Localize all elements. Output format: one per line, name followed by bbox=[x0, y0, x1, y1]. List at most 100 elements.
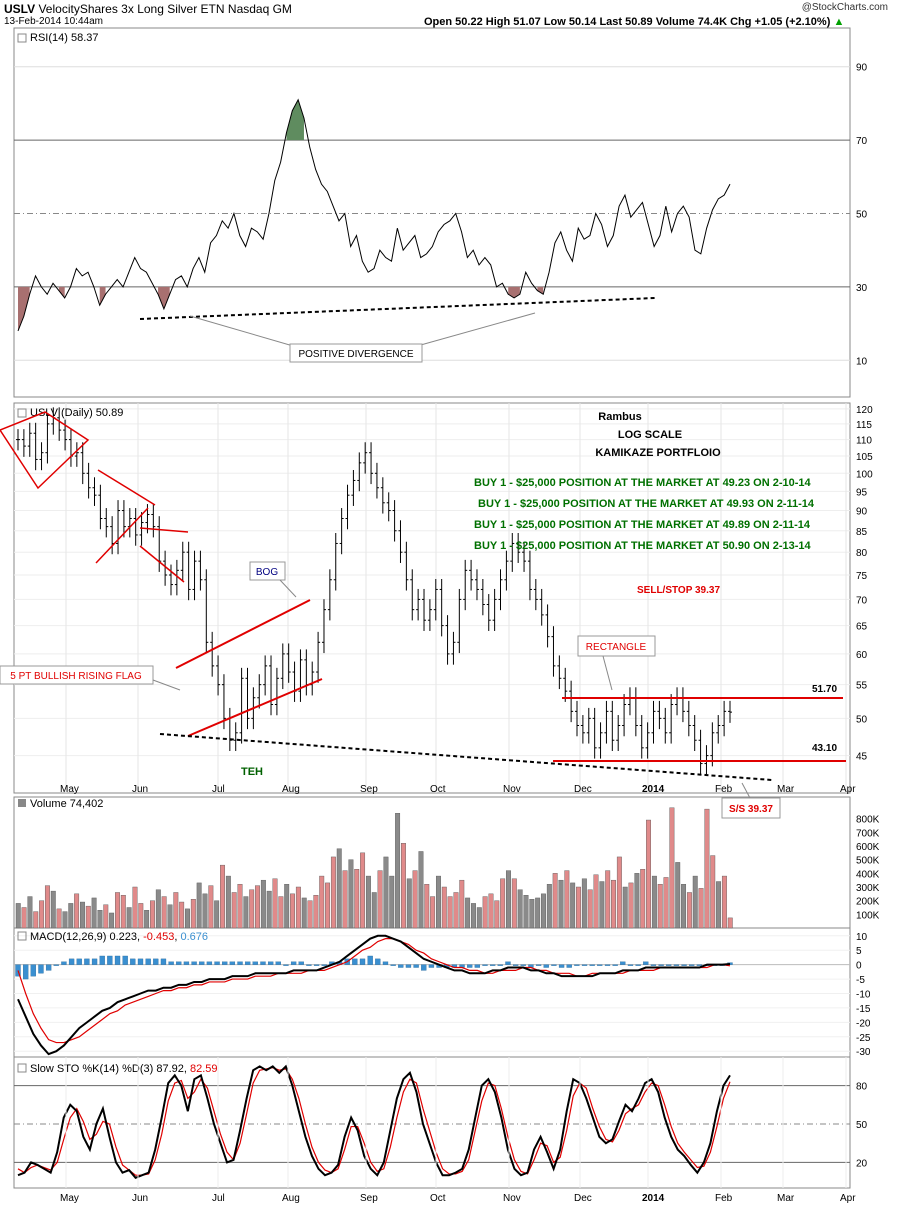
macd-histogram-bar bbox=[467, 964, 473, 968]
macd-histogram-bar bbox=[30, 964, 36, 977]
price-level-label: 43.10 bbox=[812, 743, 837, 754]
volume-bar bbox=[85, 905, 91, 929]
volume-bar bbox=[471, 903, 476, 929]
header-credit: @StockCharts.com bbox=[801, 2, 888, 13]
annotation-buy-line: BUY 1 - $25,000 POSITION AT THE MARKET A… bbox=[474, 477, 811, 489]
panel-frame-macd bbox=[13, 927, 851, 1058]
rsi-oversold-fill bbox=[537, 286, 544, 295]
macd-histogram-bar bbox=[214, 961, 220, 965]
volume-bar bbox=[161, 896, 167, 929]
sto-legend-box bbox=[17, 1063, 27, 1073]
volume-bar bbox=[336, 848, 342, 929]
volume-bar bbox=[453, 892, 459, 929]
macd-histogram-bar bbox=[76, 958, 82, 965]
volume-bar bbox=[185, 908, 190, 929]
volume-bar bbox=[669, 807, 675, 929]
price-month-label: May bbox=[60, 784, 79, 795]
price-month-label: Apr bbox=[840, 784, 856, 795]
macd-histogram-bar bbox=[643, 961, 649, 965]
volume-bar bbox=[348, 859, 354, 929]
macd-histogram-bar bbox=[612, 964, 618, 966]
price-month-label: Mar bbox=[777, 784, 795, 795]
macd-line bbox=[17, 934, 731, 1056]
macd-histogram-bar bbox=[497, 964, 503, 966]
volume-bar bbox=[611, 879, 616, 929]
macd-histogram-bar bbox=[375, 958, 381, 965]
rsi-title: RSI(14) 58.37 bbox=[30, 32, 98, 44]
volume-bar bbox=[558, 879, 564, 929]
volume-bar bbox=[681, 884, 687, 929]
macd-histogram-bar bbox=[581, 964, 588, 966]
volume-bar bbox=[313, 895, 319, 929]
volume-bar bbox=[243, 896, 249, 929]
volume-bar bbox=[97, 910, 103, 929]
sto-title-d: 82.59 bbox=[190, 1063, 218, 1075]
sto-tick-label: 80 bbox=[856, 1082, 868, 1093]
volume-bar bbox=[360, 852, 366, 929]
price-tick-label: 110 bbox=[856, 436, 872, 447]
volume-bar bbox=[616, 856, 622, 929]
volume-bar bbox=[150, 900, 155, 929]
annotation-buy-line: BUY 1 - $25,000 POSITION AT THE MARKET A… bbox=[478, 498, 815, 510]
volume-bar bbox=[196, 882, 202, 929]
volume-bar bbox=[295, 886, 301, 929]
volume-bar bbox=[120, 895, 126, 929]
bottom-month-label: Feb bbox=[715, 1193, 733, 1204]
macd-histogram-bar bbox=[635, 964, 641, 966]
flag-lower bbox=[139, 545, 185, 583]
support-trendline bbox=[159, 733, 773, 781]
macd-tick-label: -10 bbox=[856, 990, 871, 1001]
price-tick-label: 85 bbox=[856, 527, 868, 538]
volume-bar bbox=[21, 907, 27, 929]
macd-histogram-bar bbox=[168, 961, 174, 965]
macd-histogram-bar bbox=[689, 964, 695, 966]
volume-bar bbox=[103, 904, 109, 929]
volume-bar bbox=[325, 882, 331, 929]
volume-bar bbox=[721, 875, 727, 929]
flag-callout-text: 5 PT BULLISH RISING FLAG bbox=[10, 671, 142, 682]
header-quote-line: Open 50.22 High 51.07 Low 50.14 Last 50.… bbox=[424, 16, 844, 28]
volume-bar bbox=[424, 884, 430, 929]
volume-bar bbox=[33, 911, 39, 929]
price-level-label: 51.70 bbox=[812, 684, 837, 695]
macd-histogram-bar bbox=[191, 961, 197, 965]
volume-bar bbox=[249, 889, 255, 929]
volume-bar bbox=[441, 886, 447, 929]
rsi-divergence-line bbox=[139, 297, 656, 320]
volume-bar bbox=[482, 896, 488, 929]
volume-title: Volume 74,402 bbox=[30, 798, 103, 810]
falling-wedge-lower bbox=[95, 507, 149, 564]
teh-label: TEH bbox=[241, 766, 263, 778]
volume-bar bbox=[255, 885, 260, 929]
macd-signal-line bbox=[17, 938, 731, 1044]
volume-bar bbox=[698, 888, 704, 929]
rsi-oversold-fill bbox=[99, 286, 106, 306]
up-arrow-icon: ▲ bbox=[833, 16, 845, 28]
price-month-label: Nov bbox=[503, 784, 521, 795]
volume-bar bbox=[395, 813, 401, 929]
sto-tick-label: 50 bbox=[856, 1120, 868, 1131]
header-name: VelocityShares 3x Long Silver ETN bbox=[38, 2, 225, 16]
macd-histogram-bar bbox=[99, 955, 105, 965]
macd-histogram-bar bbox=[543, 964, 549, 968]
panel-frame-price bbox=[13, 402, 851, 794]
price-month-label: Oct bbox=[430, 784, 446, 795]
macd-histogram-bar bbox=[352, 958, 358, 965]
volume-bar bbox=[214, 900, 220, 929]
macd-histogram-bar bbox=[696, 964, 703, 966]
volume-bar bbox=[377, 870, 383, 929]
volume-bar bbox=[231, 892, 237, 929]
volume-bar bbox=[517, 889, 523, 929]
falling-wedge-upper bbox=[97, 469, 156, 506]
macd-histogram-bar bbox=[290, 961, 297, 965]
volume-bar bbox=[488, 893, 494, 929]
divergence-callout-line bbox=[409, 312, 536, 349]
divergence-callout-line bbox=[189, 315, 301, 349]
rsi-tick-label: 10 bbox=[856, 356, 868, 367]
macd-histogram-bar bbox=[604, 964, 611, 966]
sto-k-line bbox=[17, 1064, 731, 1179]
volume-bar bbox=[109, 912, 115, 929]
macd-histogram-bar bbox=[237, 961, 243, 965]
volume-bar bbox=[622, 886, 628, 929]
